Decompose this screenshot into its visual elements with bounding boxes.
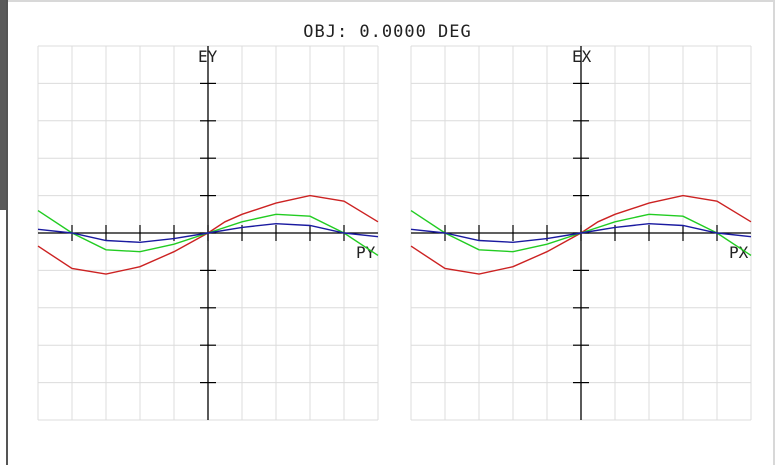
left-series-blue bbox=[37, 222, 379, 244]
left-x-axis-label: PY bbox=[356, 243, 376, 262]
window-left-border bbox=[0, 0, 8, 465]
chart-title: OBJ: 0.0000 DEG bbox=[303, 22, 472, 42]
right-y-axis-label: EX bbox=[572, 47, 592, 66]
window-right-border bbox=[773, 0, 775, 465]
left-series-red bbox=[37, 194, 379, 275]
window-left-tab bbox=[0, 0, 6, 210]
left-y-axis-label: EY bbox=[198, 47, 218, 66]
right-series-red bbox=[410, 194, 752, 275]
right-series-blue bbox=[410, 222, 752, 244]
window-top-border bbox=[8, 0, 775, 2]
right-x-axis-label: PX bbox=[729, 243, 749, 262]
